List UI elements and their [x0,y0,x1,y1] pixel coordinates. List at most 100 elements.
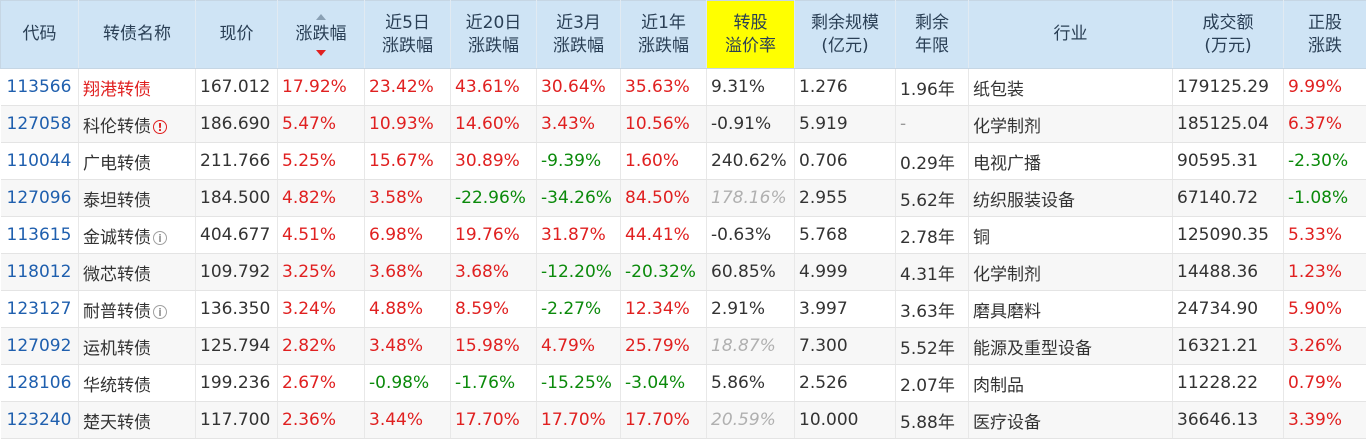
cell-industry: 电视广播 [968,142,1173,180]
col-header-price[interactable]: 现价 [195,0,278,69]
cell-premium: 9.31% [706,68,795,106]
bond-name-text[interactable]: 楚天转债 [83,412,151,433]
cell-industry: 纸包装 [968,68,1173,106]
col-header-turnover[interactable]: 成交额 (万元) [1172,0,1284,69]
cell-stock-chg: 9.99% [1283,68,1366,106]
bond-name-text[interactable]: 耐普转债 [83,301,151,322]
table-row[interactable]: 118012 微芯转债 109.792 3.25% 3.68% 3.68% -12.20% -… [0,253,1366,291]
cell-remain-scale: 1.276 [794,68,896,106]
table-row[interactable]: 113566 翔港转债 167.012 17.92% 23.42% 43.61% 30.64… [0,68,1366,106]
table-row[interactable]: 123127 耐普转债 i 136.350 3.24% 4.88% 8.59% -2.27% 1… [0,290,1366,328]
cell-chg5d: 3.48% [364,327,451,365]
table-row[interactable]: 123240 楚天转债 117.700 2.36% 3.44% 17.70% 17.70% 1… [0,401,1366,439]
col-header-industry[interactable]: 行业 [968,0,1173,69]
cell-code[interactable]: 113566 [0,68,79,106]
col-header-remain-years[interactable]: 剩余 年限 [895,0,969,69]
cell-chg1y: 44.41% [620,216,707,254]
alert-icon[interactable]: ! [153,119,167,134]
col-header-change[interactable]: 涨跌幅 [277,0,365,69]
col-header-chg1y[interactable]: 近1年 涨跌幅 [620,0,707,69]
cell-industry: 化学制剂 [968,105,1173,143]
table-row[interactable]: 127058 科伦转债! 186.690 5.47% 10.93% 14.60% 3.43%… [0,105,1366,143]
table-row[interactable]: 127096 泰坦转债 184.500 4.82% 3.58% -22.96% -34.26… [0,179,1366,217]
cell-industry: 化学制剂 [968,253,1173,291]
cell-name[interactable]: 楚天转债 [78,401,196,439]
cell-code[interactable]: 127092 [0,327,79,365]
cell-chg3m: 31.87% [536,216,621,254]
cell-code[interactable]: 110044 [0,142,79,180]
cell-turnover: 16321.21 [1172,327,1284,365]
cell-remain-scale: 2.526 [794,364,896,402]
table-row[interactable]: 128106 华统转债 199.236 2.67% -0.98% -1.76% -15.25… [0,364,1366,402]
cell-chg20d: 14.60% [450,105,537,143]
cell-name[interactable]: 运机转债 [78,327,196,365]
cell-chg1y: -20.32% [620,253,707,291]
cell-name[interactable]: 科伦转债! [78,105,196,143]
col-header-stock-chg[interactable]: 正股 涨跌 [1283,0,1366,69]
cell-price: 184.500 [195,179,278,217]
bond-name-text[interactable]: 科伦转债 [83,116,151,137]
cell-remain-years: 5.52年 [895,327,969,365]
cell-change: 3.24% [277,290,365,328]
cell-remain-years: 2.07年 [895,364,969,402]
cell-stock-chg: 5.90% [1283,290,1366,328]
cell-code[interactable]: 123240 [0,401,79,439]
cell-name[interactable]: 耐普转债 i [78,290,196,328]
cell-code[interactable]: 118012 [0,253,79,291]
col-header-premium[interactable]: 转股 溢价率 [706,0,795,69]
cell-code[interactable]: 123127 [0,290,79,328]
col-header-code[interactable]: 代码 [0,0,79,69]
cell-name[interactable]: 广电转债 [78,142,196,180]
table-header-row: 代码 转债名称 现价 涨跌幅 近5日 涨跌幅 近20日 涨跌幅 近3月 涨跌幅 近1年… [0,0,1366,69]
cell-chg20d: 19.76% [450,216,537,254]
cell-premium: 240.62% [706,142,795,180]
cell-name[interactable]: 泰坦转债 [78,179,196,217]
cell-change: 4.51% [277,216,365,254]
cell-price: 109.792 [195,253,278,291]
cell-code[interactable]: 127096 [0,179,79,217]
cell-stock-chg: -1.08% [1283,179,1366,217]
info-icon[interactable]: i [153,304,167,319]
cell-industry: 铜 [968,216,1173,254]
cell-code[interactable]: 113615 [0,216,79,254]
col-header-chg20d[interactable]: 近20日 涨跌幅 [450,0,537,69]
cell-name[interactable]: 华统转债 [78,364,196,402]
col-header-chg3m[interactable]: 近3月 涨跌幅 [536,0,621,69]
cell-industry: 肉制品 [968,364,1173,402]
bond-name-text[interactable]: 金诚转债 [83,227,151,248]
bond-name-text[interactable]: 泰坦转债 [83,190,151,211]
table-row[interactable]: 127092 运机转债 125.794 2.82% 3.48% 15.98% 4.79% 25… [0,327,1366,365]
sort-ascending-icon [316,14,326,20]
bond-name-text[interactable]: 微芯转债 [83,264,151,285]
bond-name-text[interactable]: 广电转债 [83,153,151,174]
cell-change: 17.92% [277,68,365,106]
bond-name-text[interactable]: 翔港转债 [83,79,151,100]
cell-chg1y: 35.63% [620,68,707,106]
cell-price: 404.677 [195,216,278,254]
cell-chg3m: -9.39% [536,142,621,180]
table-row[interactable]: 113615 金诚转债 i 404.677 4.51% 6.98% 19.76% 31.87%… [0,216,1366,254]
cell-code[interactable]: 128106 [0,364,79,402]
cell-code[interactable]: 127058 [0,105,79,143]
cell-turnover: 36646.13 [1172,401,1284,439]
info-icon[interactable]: i [153,230,167,245]
cell-chg20d: 3.68% [450,253,537,291]
cell-chg20d: 8.59% [450,290,537,328]
col-header-remain-scale[interactable]: 剩余规模 (亿元) [794,0,896,69]
cell-chg5d: 10.93% [364,105,451,143]
cell-name[interactable]: 金诚转债 i [78,216,196,254]
bond-name-text[interactable]: 华统转债 [83,375,151,396]
bond-name-text[interactable]: 运机转债 [83,338,151,359]
col-header-name[interactable]: 转债名称 [78,0,196,69]
col-header-chg5d[interactable]: 近5日 涨跌幅 [364,0,451,69]
cell-name[interactable]: 微芯转债 [78,253,196,291]
cell-chg1y: 10.56% [620,105,707,143]
cell-stock-chg: 0.79% [1283,364,1366,402]
cell-turnover: 24734.90 [1172,290,1284,328]
cell-name[interactable]: 翔港转债 [78,68,196,106]
cell-chg5d: 4.88% [364,290,451,328]
cell-turnover: 14488.36 [1172,253,1284,291]
cell-stock-chg: 1.23% [1283,253,1366,291]
table-row[interactable]: 110044 广电转债 211.766 5.25% 15.67% 30.89% -9.39%… [0,142,1366,180]
